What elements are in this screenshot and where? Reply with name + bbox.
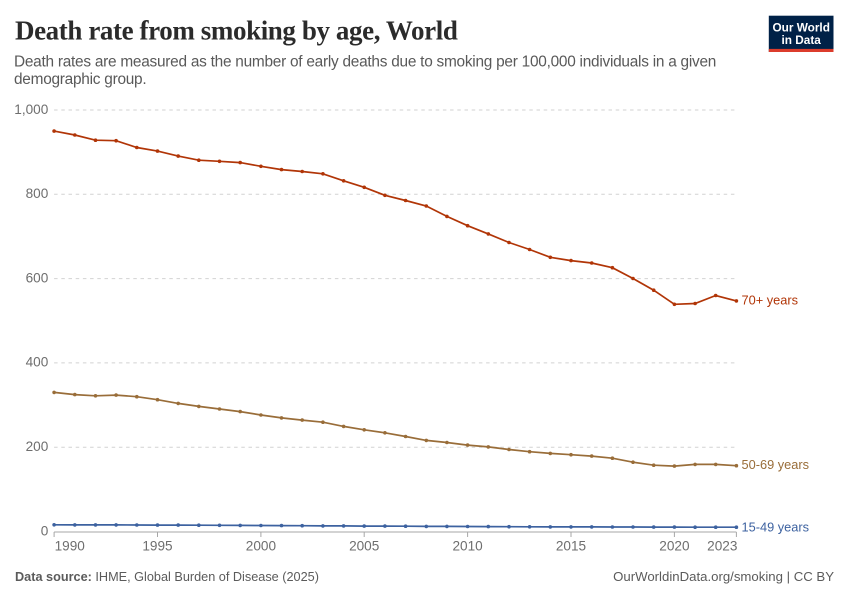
svg-text:2023: 2023 — [707, 538, 737, 553]
svg-text:70+ years: 70+ years — [742, 293, 799, 308]
svg-text:1990: 1990 — [55, 538, 86, 553]
svg-text:1995: 1995 — [142, 538, 172, 553]
svg-text:in Data: in Data — [782, 33, 822, 47]
svg-text:600: 600 — [26, 270, 49, 285]
svg-text:Death rates are measured as th: Death rates are measured as the number o… — [14, 54, 716, 71]
svg-text:2015: 2015 — [556, 538, 586, 553]
svg-text:2020: 2020 — [659, 538, 690, 553]
svg-text:50-69 years: 50-69 years — [742, 457, 810, 472]
svg-text:Our World: Our World — [772, 21, 829, 35]
svg-text:1,000: 1,000 — [14, 102, 48, 117]
svg-text:Death rate from smoking by age: Death rate from smoking by age, World — [15, 16, 458, 46]
svg-text:800: 800 — [26, 186, 49, 201]
svg-text:0: 0 — [41, 523, 49, 538]
svg-text:200: 200 — [26, 439, 49, 454]
svg-text:demographic group.: demographic group. — [14, 71, 146, 88]
svg-text:15-49 years: 15-49 years — [742, 519, 810, 534]
svg-text:400: 400 — [26, 355, 49, 370]
svg-text:2000: 2000 — [246, 538, 277, 553]
svg-text:2010: 2010 — [452, 538, 483, 553]
svg-text:Data source: IHME, Global Burd: Data source: IHME, Global Burden of Dise… — [15, 570, 319, 584]
svg-text:2005: 2005 — [349, 538, 379, 553]
svg-text:OurWorldinData.org/smoking | C: OurWorldinData.org/smoking | CC BY — [613, 569, 834, 584]
